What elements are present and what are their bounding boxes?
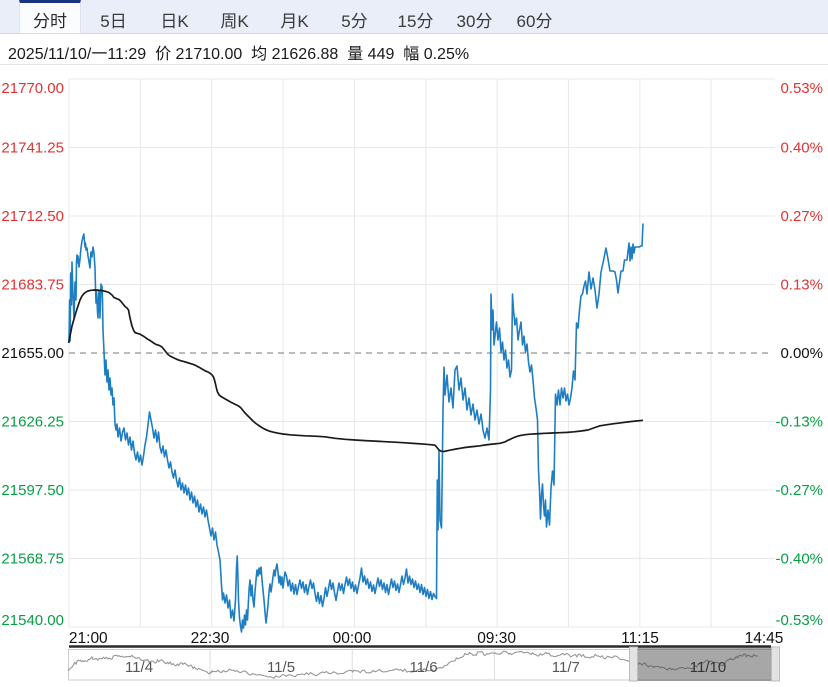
svg-text:14:45: 14:45: [745, 630, 784, 647]
svg-text:0.13%: 0.13%: [780, 277, 823, 294]
svg-text:21568.75: 21568.75: [1, 551, 64, 568]
svg-text:21741.25: 21741.25: [1, 140, 64, 157]
svg-text:21:00: 21:00: [69, 630, 108, 647]
svg-text:11/5: 11/5: [267, 659, 295, 676]
svg-text:11:15: 11:15: [621, 630, 659, 647]
svg-text:-0.27%: -0.27%: [775, 482, 823, 499]
svg-text:11/4: 11/4: [125, 659, 153, 676]
svg-text:11/6: 11/6: [409, 659, 437, 676]
svg-text:21655.00: 21655.00: [1, 345, 64, 362]
svg-text:09:30: 09:30: [477, 630, 516, 647]
svg-text:21683.75: 21683.75: [1, 277, 64, 294]
svg-text:0.40%: 0.40%: [780, 140, 823, 157]
svg-text:-0.13%: -0.13%: [775, 414, 823, 431]
svg-text:22:30: 22:30: [191, 630, 230, 647]
svg-text:21770.00: 21770.00: [1, 80, 64, 97]
svg-text:21712.50: 21712.50: [1, 208, 64, 225]
svg-text:11/7: 11/7: [552, 659, 580, 676]
svg-text:0.27%: 0.27%: [780, 208, 823, 225]
svg-text:0.00%: 0.00%: [780, 345, 823, 362]
svg-text:21626.25: 21626.25: [1, 414, 64, 431]
svg-text:11/10: 11/10: [690, 659, 726, 676]
svg-text:21597.50: 21597.50: [1, 482, 64, 499]
svg-text:0.53%: 0.53%: [780, 80, 823, 97]
svg-text:-0.40%: -0.40%: [775, 551, 823, 568]
svg-text:00:00: 00:00: [333, 630, 372, 647]
svg-text:-0.53%: -0.53%: [775, 612, 823, 629]
svg-text:21540.00: 21540.00: [1, 612, 64, 629]
